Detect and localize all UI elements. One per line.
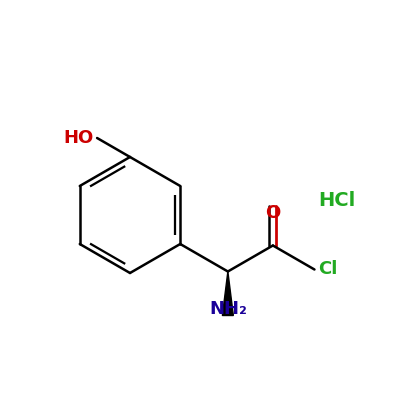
Text: HCl: HCl — [318, 190, 355, 210]
Text: HO: HO — [64, 129, 94, 147]
Text: NH₂: NH₂ — [209, 300, 247, 318]
Polygon shape — [222, 272, 233, 316]
Text: O: O — [265, 204, 280, 222]
Text: Cl: Cl — [318, 260, 338, 278]
